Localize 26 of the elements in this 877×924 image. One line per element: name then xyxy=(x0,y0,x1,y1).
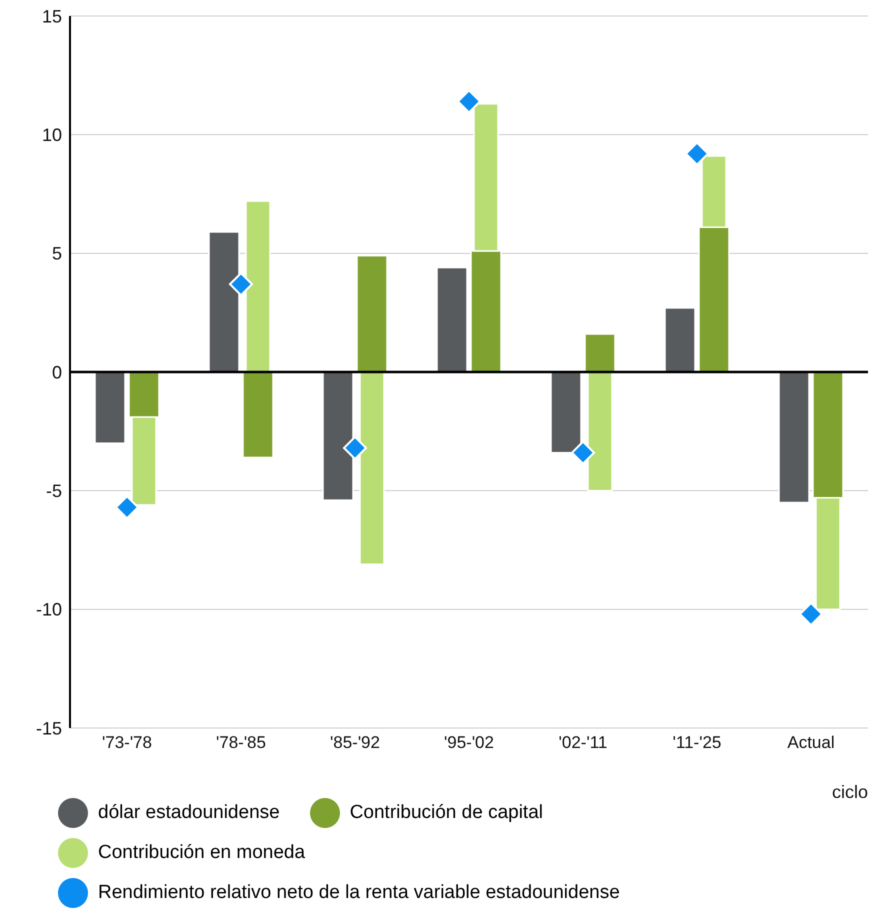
y-tick-label: -15 xyxy=(36,718,62,738)
y-tick-label: -10 xyxy=(36,600,62,620)
x-tick-label: Actual xyxy=(787,733,835,752)
y-tick-label: -5 xyxy=(46,481,62,502)
x-axis-title: ciclo xyxy=(832,782,868,802)
bar xyxy=(242,371,274,458)
y-tick-label: 5 xyxy=(52,244,62,264)
legend-label: dólar estadounidense xyxy=(98,802,280,824)
bar xyxy=(778,371,810,504)
y-tick-label: 15 xyxy=(42,6,62,26)
y-tick-label: 0 xyxy=(52,362,62,382)
bar xyxy=(356,254,388,373)
bar xyxy=(436,266,468,373)
x-tick-label: '02-'11 xyxy=(558,733,608,752)
x-tick-label: '11-'25 xyxy=(672,733,722,752)
x-tick-label: '73-'78 xyxy=(102,733,152,752)
legend-label: Contribución de capital xyxy=(350,802,543,824)
bar xyxy=(94,371,126,444)
legend-label: Rendimiento relativo neto de la renta variable estadounidense xyxy=(98,882,620,904)
x-tick-label: '95-'02 xyxy=(444,733,494,752)
bar xyxy=(584,333,616,373)
y-tick-label: 10 xyxy=(42,125,62,146)
bar xyxy=(664,307,696,373)
legend-label: Contribución en moneda xyxy=(98,842,306,864)
x-tick-label: '78-'85 xyxy=(216,733,266,752)
x-tick-label: '85-'92 xyxy=(330,733,380,752)
